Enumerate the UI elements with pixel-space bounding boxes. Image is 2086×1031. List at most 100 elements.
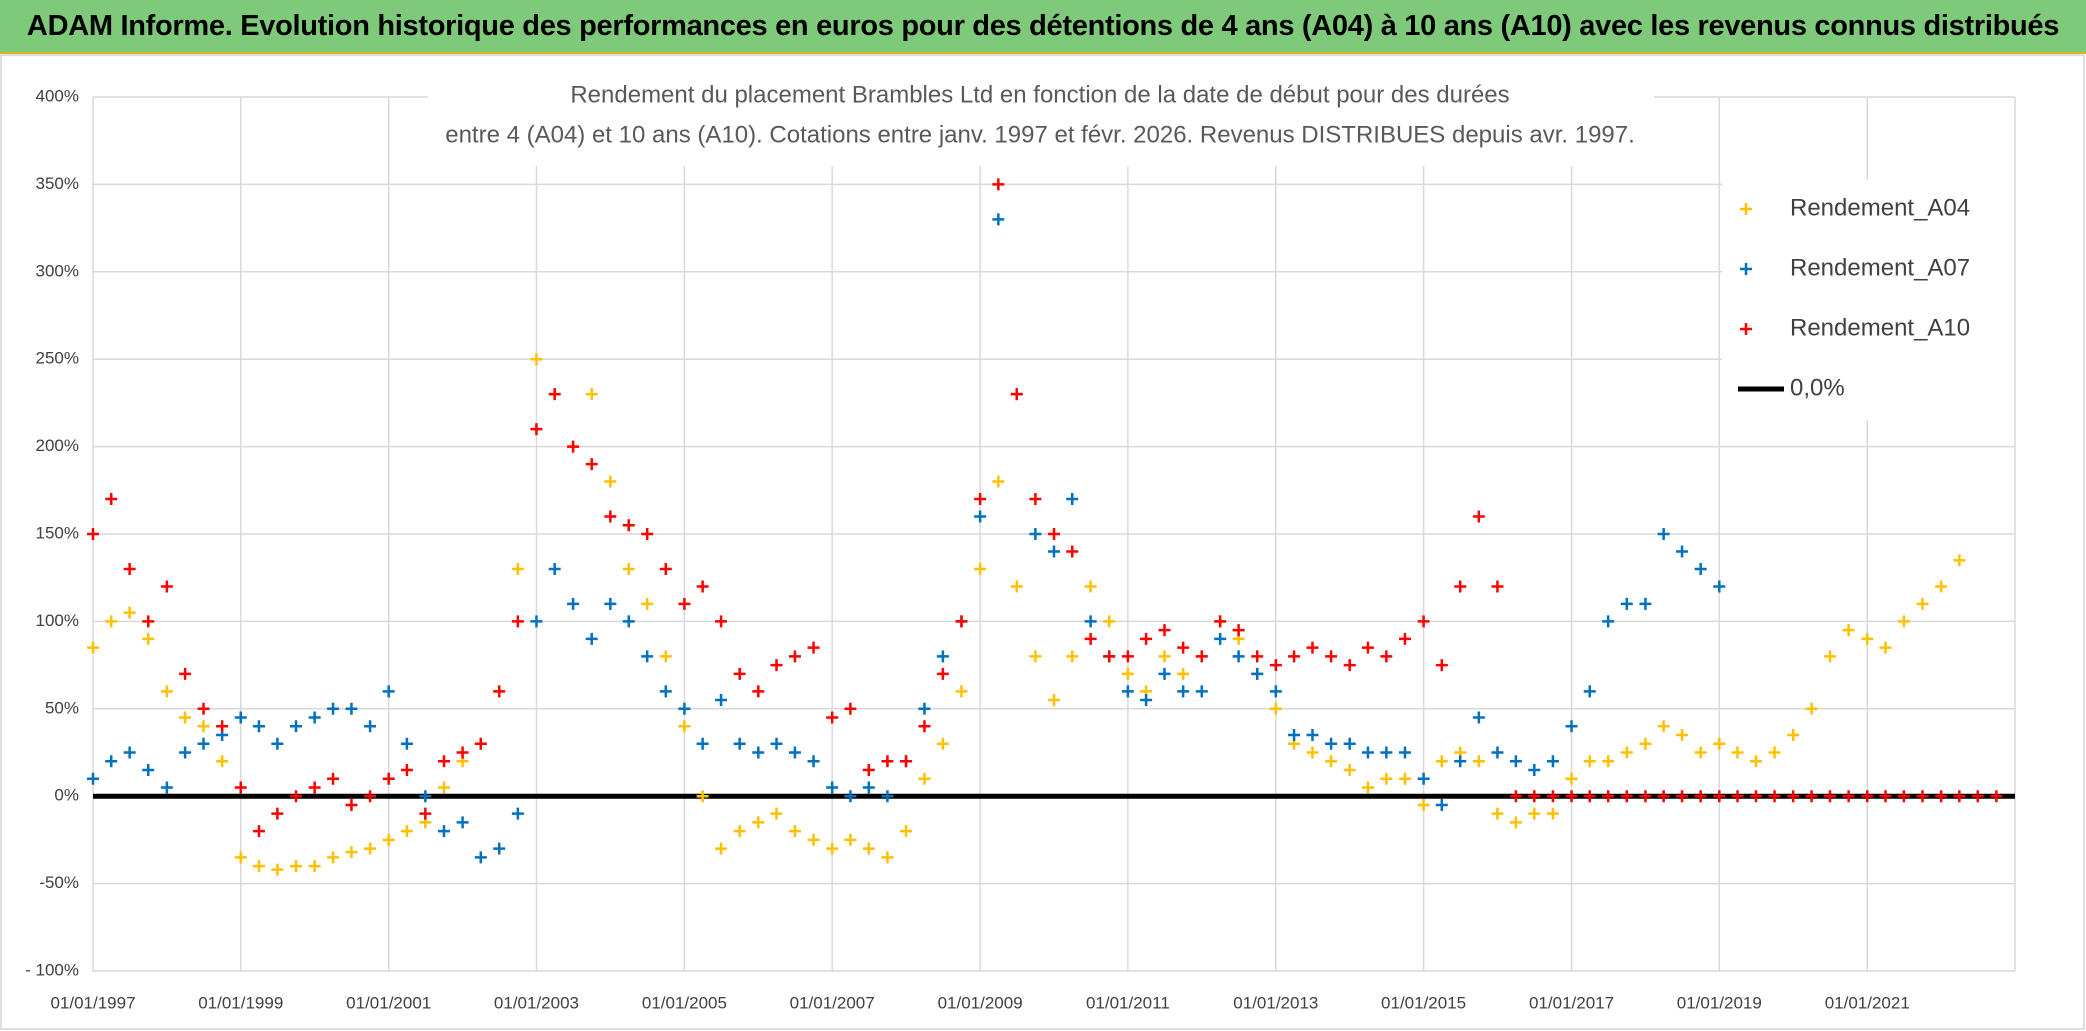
data-point	[290, 860, 303, 873]
data-point	[1325, 755, 1338, 768]
data-point	[1583, 685, 1596, 698]
data-point	[1713, 580, 1726, 593]
legend-label: Rendement_A07	[1790, 254, 1970, 281]
data-point	[179, 711, 192, 724]
data-point	[900, 755, 913, 768]
data-point	[1509, 755, 1522, 768]
data-point	[1417, 798, 1430, 811]
data-point	[585, 458, 598, 471]
data-point	[992, 213, 1005, 226]
data-point	[179, 667, 192, 680]
data-point	[1694, 562, 1707, 575]
data-point	[252, 860, 265, 873]
data-point	[87, 772, 99, 785]
data-point	[844, 833, 857, 846]
data-point	[1269, 702, 1282, 715]
data-point	[105, 493, 118, 506]
data-point	[160, 781, 173, 794]
data-point	[881, 790, 894, 803]
data-point	[936, 737, 949, 750]
data-point	[1066, 545, 1079, 558]
data-point	[123, 606, 136, 619]
data-point	[493, 842, 506, 855]
data-point	[955, 685, 968, 698]
data-point	[770, 737, 783, 750]
y-tick-label: 400%	[36, 86, 79, 105]
y-tick-label: 100%	[36, 611, 79, 630]
x-tick-label: 01/01/1997	[50, 993, 135, 1012]
data-point	[788, 650, 801, 663]
data-point	[1546, 790, 1559, 803]
data-point	[1343, 659, 1356, 672]
data-point	[197, 702, 210, 715]
data-point	[604, 597, 617, 610]
data-point	[1639, 737, 1652, 750]
data-point	[1380, 772, 1393, 785]
data-point	[364, 790, 377, 803]
legend-marker	[1740, 323, 1752, 335]
data-point	[585, 632, 598, 645]
data-point	[308, 781, 321, 794]
data-point	[437, 755, 450, 768]
data-point	[641, 528, 654, 540]
data-point	[1620, 790, 1633, 803]
data-point	[1306, 641, 1319, 654]
data-point	[1177, 667, 1190, 680]
data-point	[1713, 737, 1726, 750]
data-point	[1713, 790, 1726, 803]
data-point	[788, 825, 801, 838]
data-point	[1066, 493, 1079, 506]
data-point	[1565, 772, 1578, 785]
data-point	[1232, 624, 1245, 637]
data-point	[437, 781, 450, 794]
data-point	[1824, 650, 1837, 663]
data-point	[1380, 650, 1393, 663]
data-point	[1787, 729, 1800, 742]
data-point	[234, 781, 247, 794]
chart: - 100% -50% 0% 50% 100% 150% 200% 250% 300% 350% 4…	[0, 54, 2085, 1030]
data-point	[936, 650, 949, 663]
data-point	[271, 863, 284, 876]
data-point	[696, 737, 709, 750]
data-point	[900, 825, 913, 838]
legend-marker	[1740, 263, 1752, 275]
data-point	[327, 851, 340, 864]
y-tick-label: 200%	[36, 436, 79, 455]
x-tick-label: 01/01/2009	[938, 993, 1023, 1012]
data-point	[1676, 545, 1689, 558]
y-tick-label: 0%	[54, 786, 79, 805]
x-tick-label: 01/01/1999	[198, 993, 283, 1012]
data-point	[918, 772, 931, 785]
x-tick-label: 01/01/2017	[1529, 993, 1614, 1012]
y-tick-label: -50%	[39, 873, 79, 892]
data-point	[1602, 615, 1615, 628]
data-point	[770, 659, 783, 672]
data-point	[1398, 746, 1411, 759]
data-point	[1158, 667, 1171, 680]
x-tick-label: 01/01/2013	[1233, 993, 1318, 1012]
data-point	[290, 790, 303, 803]
data-point	[1491, 580, 1504, 593]
data-point	[1121, 667, 1134, 680]
data-point	[1953, 554, 1966, 567]
data-point	[530, 615, 543, 628]
data-point	[1084, 615, 1097, 628]
data-point	[1657, 790, 1670, 803]
data-point	[474, 851, 487, 864]
data-point	[252, 720, 265, 733]
data-point	[1306, 746, 1319, 759]
data-point	[1971, 790, 1984, 803]
data-point	[308, 860, 321, 873]
data-point	[1195, 650, 1208, 663]
data-point	[1048, 545, 1060, 558]
data-point	[1509, 790, 1522, 803]
data-point	[881, 851, 894, 864]
data-point	[1325, 737, 1338, 750]
legend-label: Rendement_A10	[1790, 314, 1970, 341]
data-point	[696, 790, 709, 803]
data-point	[1842, 790, 1855, 803]
data-point	[1214, 615, 1227, 628]
data-point	[807, 833, 820, 846]
data-point	[1676, 729, 1689, 742]
data-point	[1787, 790, 1800, 803]
